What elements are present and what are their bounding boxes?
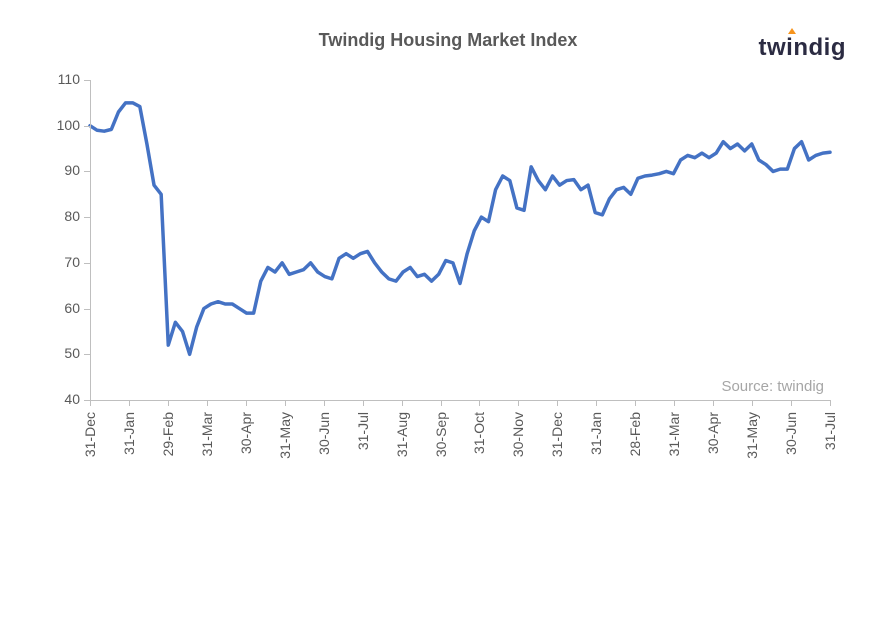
y-axis-label: 90 xyxy=(40,162,80,178)
x-tick xyxy=(674,400,675,406)
y-tick xyxy=(84,263,90,264)
x-axis-label: 28-Feb xyxy=(627,412,643,456)
x-axis-label: 31-Oct xyxy=(471,412,487,454)
logo-text-part1: tw xyxy=(758,34,786,61)
y-axis-label: 60 xyxy=(40,300,80,316)
source-label: Source: twindig xyxy=(721,378,824,395)
x-axis-label: 30-Jun xyxy=(783,412,799,455)
y-axis-label: 100 xyxy=(40,117,80,133)
x-tick xyxy=(479,400,480,406)
logo-dot-i1: i xyxy=(786,34,793,62)
y-axis-label: 40 xyxy=(40,391,80,407)
x-axis-label: 30-Nov xyxy=(510,412,526,457)
y-tick xyxy=(84,171,90,172)
chart-container: Twindig Housing Market Index twindig Sou… xyxy=(0,0,896,617)
x-axis-label: 31-Jan xyxy=(121,412,137,455)
y-tick xyxy=(84,354,90,355)
x-tick xyxy=(713,400,714,406)
y-tick xyxy=(84,126,90,127)
logo-text-part3: g xyxy=(831,34,846,61)
x-axis-label: 30-Apr xyxy=(705,412,721,454)
y-tick xyxy=(84,309,90,310)
y-axis-label: 70 xyxy=(40,254,80,270)
x-axis-label: 31-Aug xyxy=(394,412,410,457)
x-axis-label: 30-Sep xyxy=(433,412,449,457)
x-tick xyxy=(518,400,519,406)
x-tick xyxy=(752,400,753,406)
x-axis-label: 31-May xyxy=(277,412,293,459)
y-axis-label: 50 xyxy=(40,345,80,361)
x-axis-label: 31-Dec xyxy=(82,412,98,457)
x-tick xyxy=(596,400,597,406)
x-tick xyxy=(635,400,636,406)
x-axis-line xyxy=(90,400,830,401)
y-axis-line xyxy=(90,80,91,400)
x-tick xyxy=(129,400,130,406)
x-tick xyxy=(285,400,286,406)
x-tick xyxy=(402,400,403,406)
x-tick xyxy=(791,400,792,406)
x-tick xyxy=(830,400,831,406)
x-axis-label: 29-Feb xyxy=(160,412,176,456)
x-axis-label: 31-Mar xyxy=(666,412,682,456)
x-axis-label: 30-Apr xyxy=(238,412,254,454)
x-axis-label: 31-Mar xyxy=(199,412,215,456)
plot-area xyxy=(90,80,830,400)
logo-text-part2: nd xyxy=(793,34,823,61)
x-tick xyxy=(557,400,558,406)
logo-accent-triangle xyxy=(788,28,796,34)
y-tick xyxy=(84,217,90,218)
x-axis-label: 31-Dec xyxy=(549,412,565,457)
x-tick xyxy=(207,400,208,406)
x-tick xyxy=(324,400,325,406)
y-tick xyxy=(84,80,90,81)
x-axis-label: 30-Jun xyxy=(316,412,332,455)
y-axis-label: 80 xyxy=(40,208,80,224)
x-axis-label: 31-Jan xyxy=(588,412,604,455)
x-axis-label: 31-May xyxy=(744,412,760,459)
twindig-logo: twindig xyxy=(758,34,846,62)
x-axis-label: 31-Jul xyxy=(822,412,838,450)
y-axis-label: 110 xyxy=(40,71,80,87)
line-series xyxy=(90,80,830,400)
x-tick xyxy=(246,400,247,406)
x-tick xyxy=(363,400,364,406)
x-tick xyxy=(441,400,442,406)
logo-dot-i2: i xyxy=(824,34,831,62)
index-line-path xyxy=(90,103,830,354)
x-axis-label: 31-Jul xyxy=(355,412,371,450)
x-tick xyxy=(90,400,91,406)
x-tick xyxy=(168,400,169,406)
